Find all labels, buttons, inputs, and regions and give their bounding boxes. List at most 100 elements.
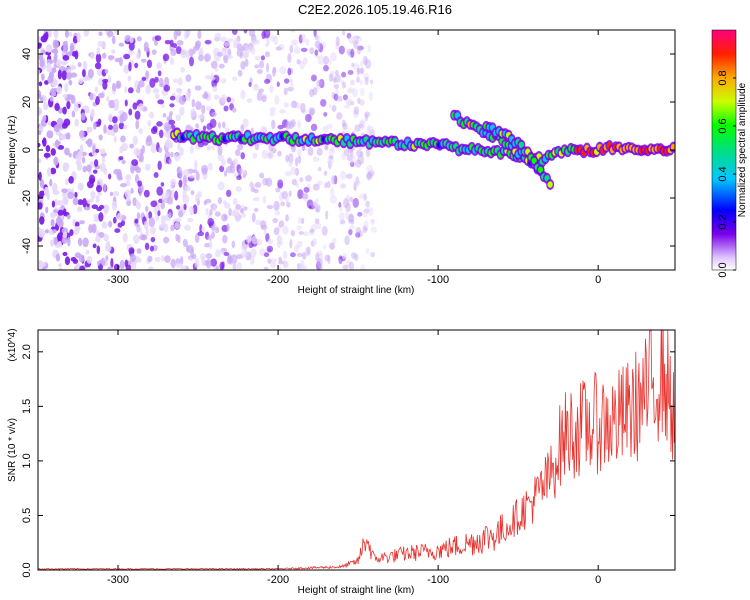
noise-speck bbox=[57, 69, 62, 80]
noise-speck bbox=[153, 172, 159, 178]
noise-speck bbox=[135, 199, 139, 209]
noise-speck bbox=[346, 259, 352, 269]
noise-speck bbox=[356, 45, 362, 55]
noise-speck bbox=[239, 51, 243, 59]
noise-speck bbox=[77, 206, 83, 213]
noise-speck bbox=[118, 122, 125, 130]
noise-speck bbox=[143, 46, 150, 52]
noise-speck bbox=[359, 119, 366, 125]
noise-speck bbox=[53, 236, 58, 246]
noise-speck bbox=[365, 248, 370, 255]
noise-speck bbox=[276, 236, 283, 242]
noise-speck bbox=[205, 253, 213, 260]
noise-speck bbox=[114, 228, 121, 233]
noise-speck bbox=[362, 225, 368, 234]
noise-speck bbox=[338, 212, 345, 221]
noise-speck bbox=[238, 167, 243, 175]
noise-speck bbox=[77, 199, 84, 206]
noise-speck bbox=[137, 103, 145, 111]
noise-speck bbox=[206, 145, 212, 151]
noise-speck bbox=[95, 184, 103, 193]
noise-speck bbox=[323, 64, 329, 72]
noise-speck bbox=[324, 254, 330, 262]
colorbar-tick-label: 0.2 bbox=[717, 214, 729, 229]
noise-speck bbox=[38, 142, 41, 148]
noise-speck bbox=[326, 123, 333, 129]
noise-speck bbox=[56, 200, 63, 206]
noise-speck bbox=[235, 186, 242, 192]
noise-speck bbox=[148, 266, 154, 270]
branch-track-mark bbox=[547, 181, 553, 188]
noise-speck bbox=[50, 148, 56, 156]
noise-speck bbox=[39, 96, 44, 101]
noise-speck bbox=[210, 60, 218, 69]
noise-speck bbox=[109, 191, 114, 197]
noise-speck bbox=[207, 217, 215, 227]
noise-speck bbox=[217, 197, 222, 205]
noise-speck bbox=[298, 264, 305, 270]
noise-speck bbox=[269, 107, 276, 113]
noise-speck bbox=[267, 258, 272, 264]
noise-speck bbox=[290, 80, 294, 91]
noise-speck bbox=[323, 112, 328, 117]
noise-speck bbox=[279, 109, 286, 114]
noise-speck bbox=[38, 202, 43, 210]
noise-speck bbox=[301, 193, 309, 200]
noise-speck bbox=[318, 166, 322, 172]
noise-speck bbox=[138, 79, 145, 88]
noise-speck bbox=[130, 187, 134, 194]
noise-speck bbox=[64, 30, 69, 39]
noise-speck bbox=[169, 103, 175, 108]
noise-speck bbox=[108, 99, 116, 109]
noise-speck bbox=[232, 197, 238, 206]
noise-speck bbox=[217, 181, 225, 191]
noise-speck bbox=[53, 30, 59, 39]
noise-speck bbox=[138, 128, 143, 135]
noise-speck bbox=[346, 194, 350, 202]
noise-speck bbox=[88, 174, 96, 185]
noise-speck bbox=[210, 258, 218, 267]
noise-speck bbox=[259, 220, 267, 229]
noise-speck bbox=[341, 30, 346, 36]
noise-speck bbox=[191, 253, 197, 260]
noise-speck bbox=[78, 78, 84, 85]
noise-speck bbox=[98, 212, 104, 222]
noise-speck bbox=[180, 265, 188, 270]
noise-speck bbox=[58, 240, 62, 248]
noise-speck bbox=[190, 108, 197, 118]
noise-speck bbox=[44, 80, 49, 85]
noise-speck bbox=[38, 89, 42, 99]
noise-speck bbox=[184, 30, 191, 37]
noise-speck bbox=[362, 209, 368, 218]
noise-speck bbox=[227, 38, 234, 43]
noise-speck bbox=[256, 68, 263, 74]
noise-speck bbox=[357, 97, 361, 105]
noise-speck bbox=[348, 228, 353, 236]
noise-speck bbox=[214, 249, 221, 258]
noise-speck bbox=[161, 254, 165, 262]
noise-speck bbox=[350, 101, 355, 106]
noise-speck bbox=[194, 85, 202, 91]
noise-speck bbox=[177, 77, 183, 86]
noise-speck bbox=[346, 48, 352, 56]
noise-speck bbox=[297, 120, 302, 129]
noise-speck bbox=[223, 202, 231, 209]
noise-speck bbox=[95, 195, 100, 203]
noise-speck bbox=[224, 127, 230, 133]
noise-speck bbox=[77, 237, 83, 247]
noise-speck bbox=[366, 171, 372, 181]
noise-speck bbox=[236, 175, 242, 181]
bottom-y-tick-label: 1.0 bbox=[21, 453, 33, 468]
bottom-x-tick-label: -200 bbox=[267, 574, 289, 586]
noise-speck bbox=[113, 98, 120, 107]
noise-speck bbox=[226, 96, 232, 103]
noise-speck bbox=[215, 265, 220, 270]
noise-speck bbox=[55, 253, 61, 262]
noise-speck bbox=[312, 156, 320, 163]
noise-speck bbox=[225, 165, 233, 174]
noise-speck bbox=[290, 39, 298, 47]
noise-speck bbox=[101, 52, 107, 59]
noise-speck bbox=[344, 235, 350, 246]
noise-speck bbox=[359, 79, 364, 86]
noise-speck bbox=[316, 79, 323, 87]
